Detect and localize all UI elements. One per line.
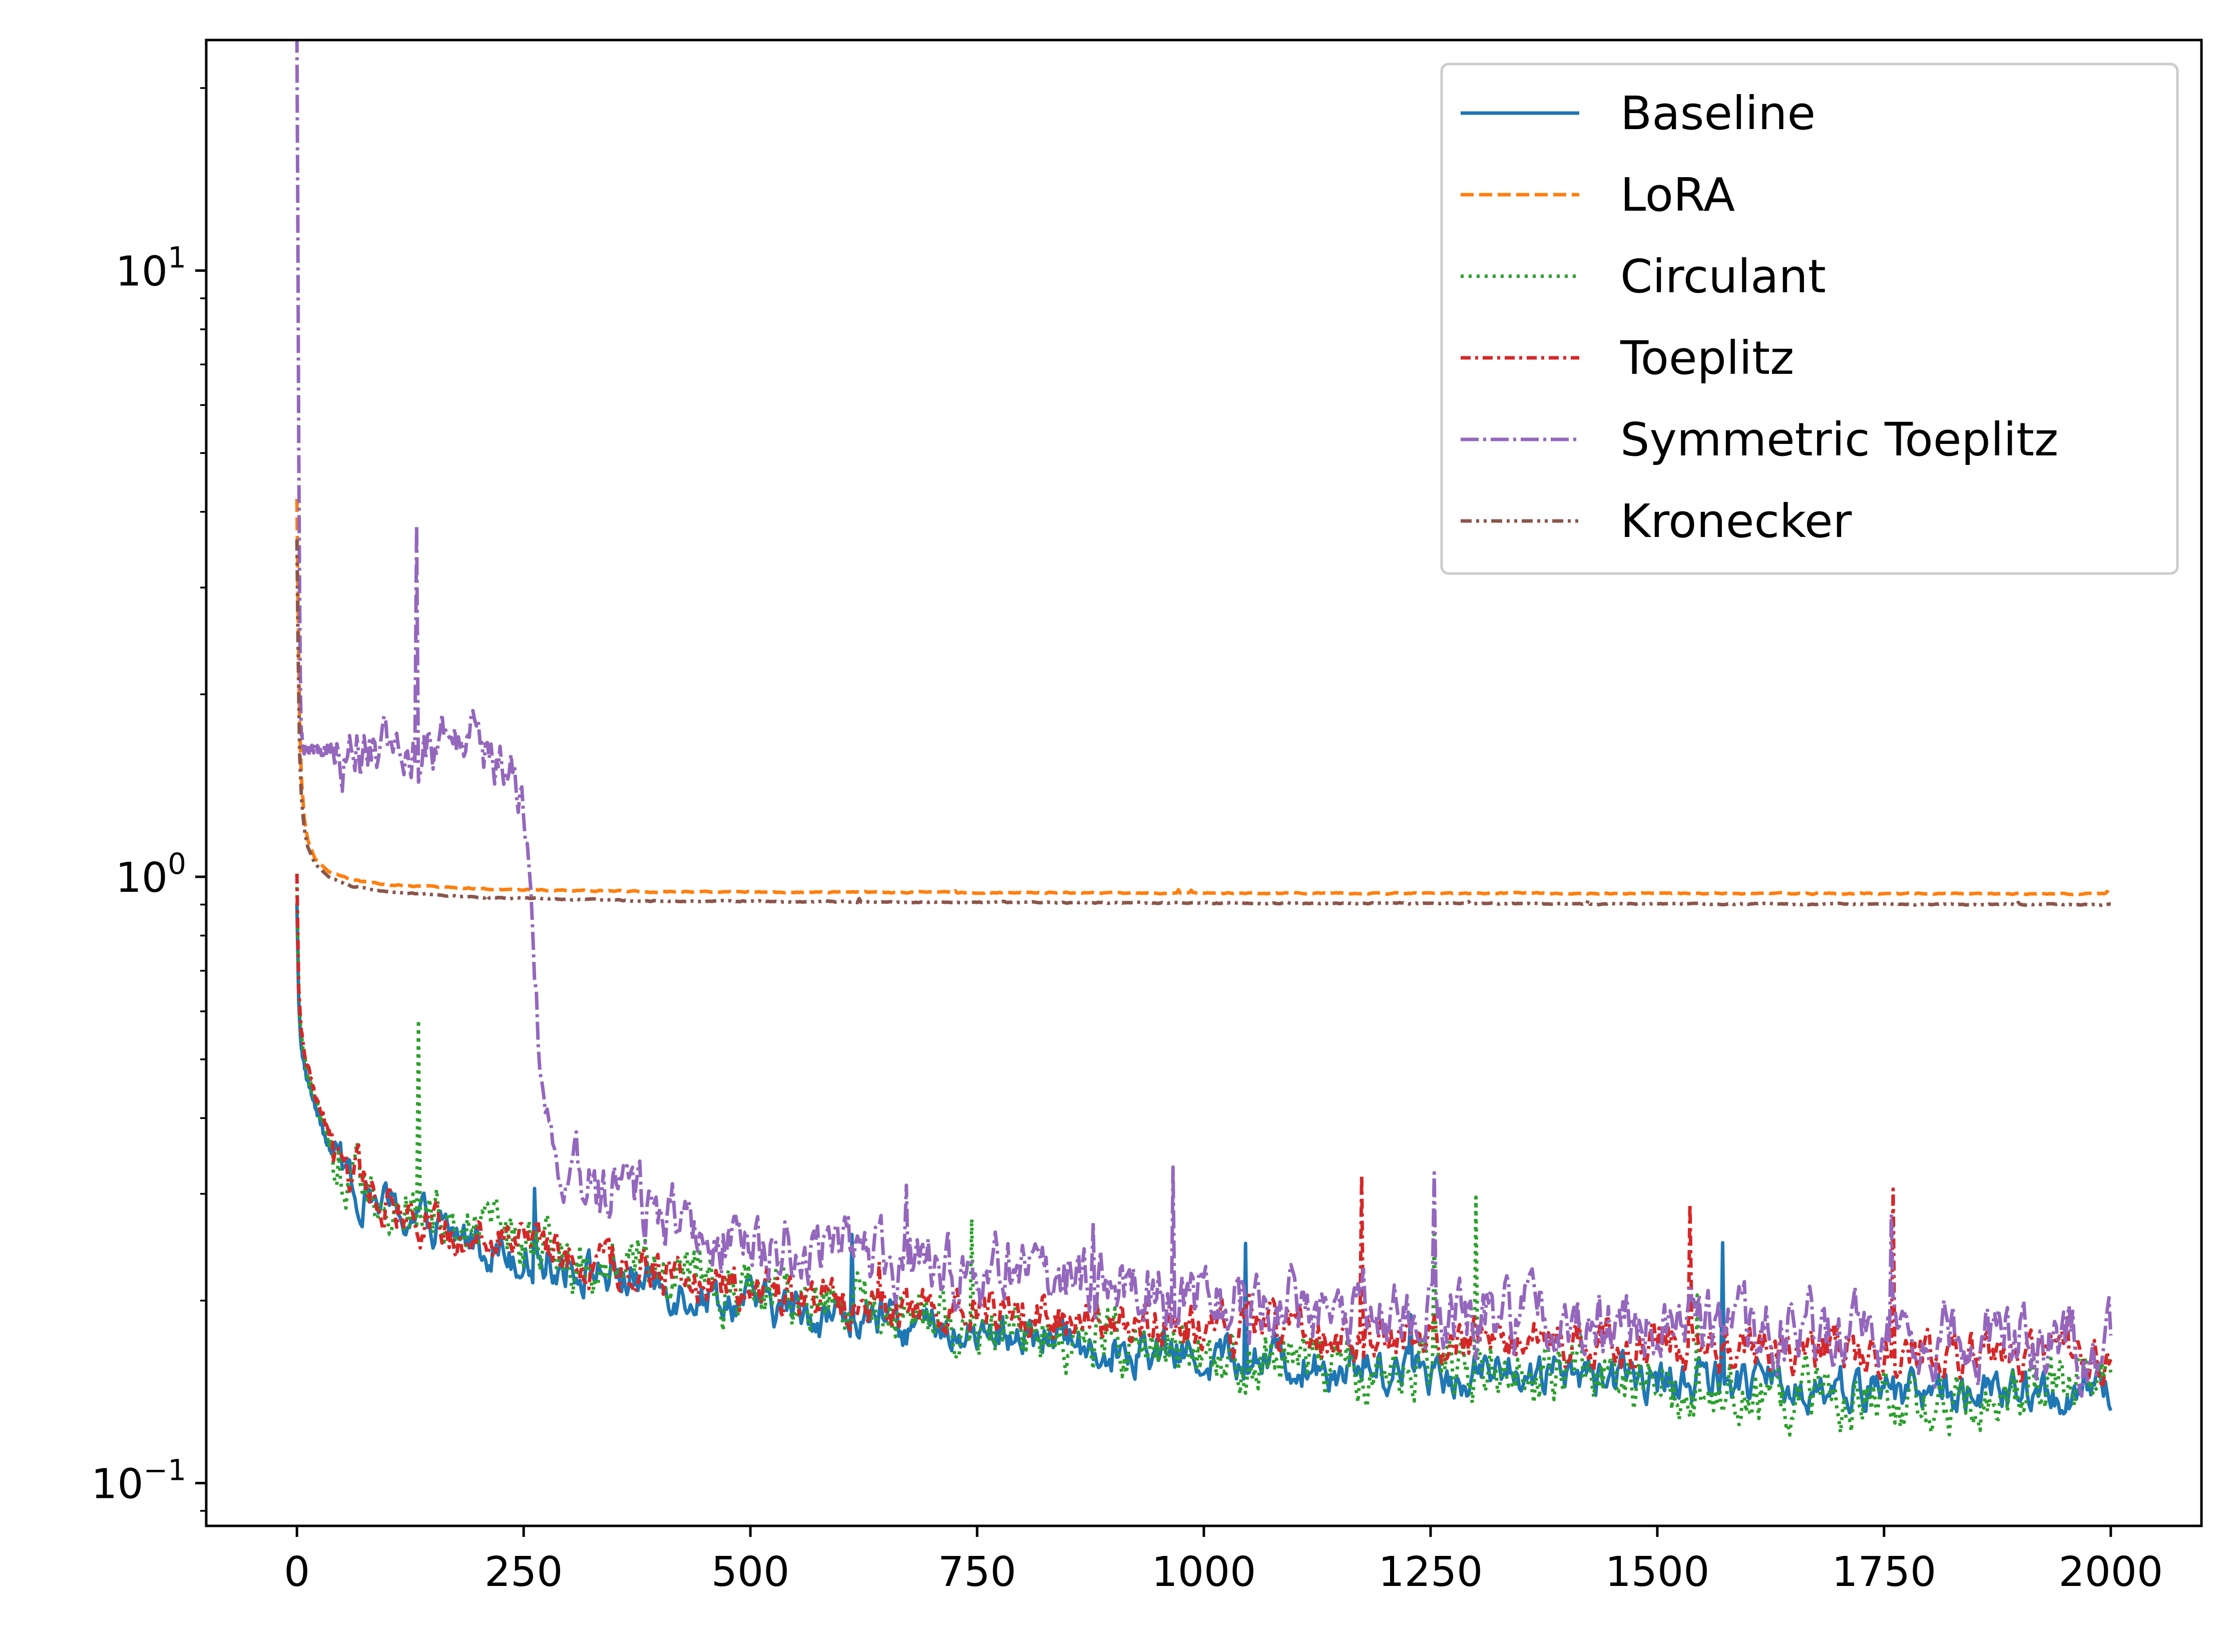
x-tick-label: 0 [284,1548,310,1596]
legend-label: Circulant [1620,250,1826,303]
series-line-toeplitz [295,873,2113,1390]
x-tick-label: 500 [711,1548,790,1596]
series-line-baseline [295,903,2113,1416]
y-tick-label: 10−1 [91,1453,186,1508]
x-tick-label: 2000 [2058,1548,2163,1596]
y-axis: 10−1 100 101 [91,87,206,1512]
x-tick-label: 750 [938,1548,1017,1596]
y-tick-label: 101 [116,241,186,296]
x-tick-label: 1500 [1605,1548,1710,1596]
x-tick-label: 1000 [1152,1548,1256,1596]
x-tick-label: 1250 [1379,1548,1483,1596]
legend-label: Symmetric Toeplitz [1620,413,2058,466]
x-tick-label: 250 [485,1548,563,1596]
legend-label: Kronecker [1620,494,1852,548]
series-line-lora [295,498,2111,896]
legend-label: Baseline [1620,87,1816,140]
legend: Baseline LoRA Circulant Toeplitz Symmetric T… [1440,63,2179,575]
series-layer [295,40,2113,1437]
x-tick-label: 1750 [1832,1548,1937,1596]
series-line-symmetric-toeplitz [295,40,2113,1398]
legend-label: Toeplitz [1620,331,1794,385]
legend-box [1440,63,2179,575]
x-axis: 0 250 500 750 1000 1250 1500 1750 2000 [284,1526,2163,1596]
legend-label: LoRA [1620,168,1735,222]
y-tick-label: 100 [116,847,186,902]
